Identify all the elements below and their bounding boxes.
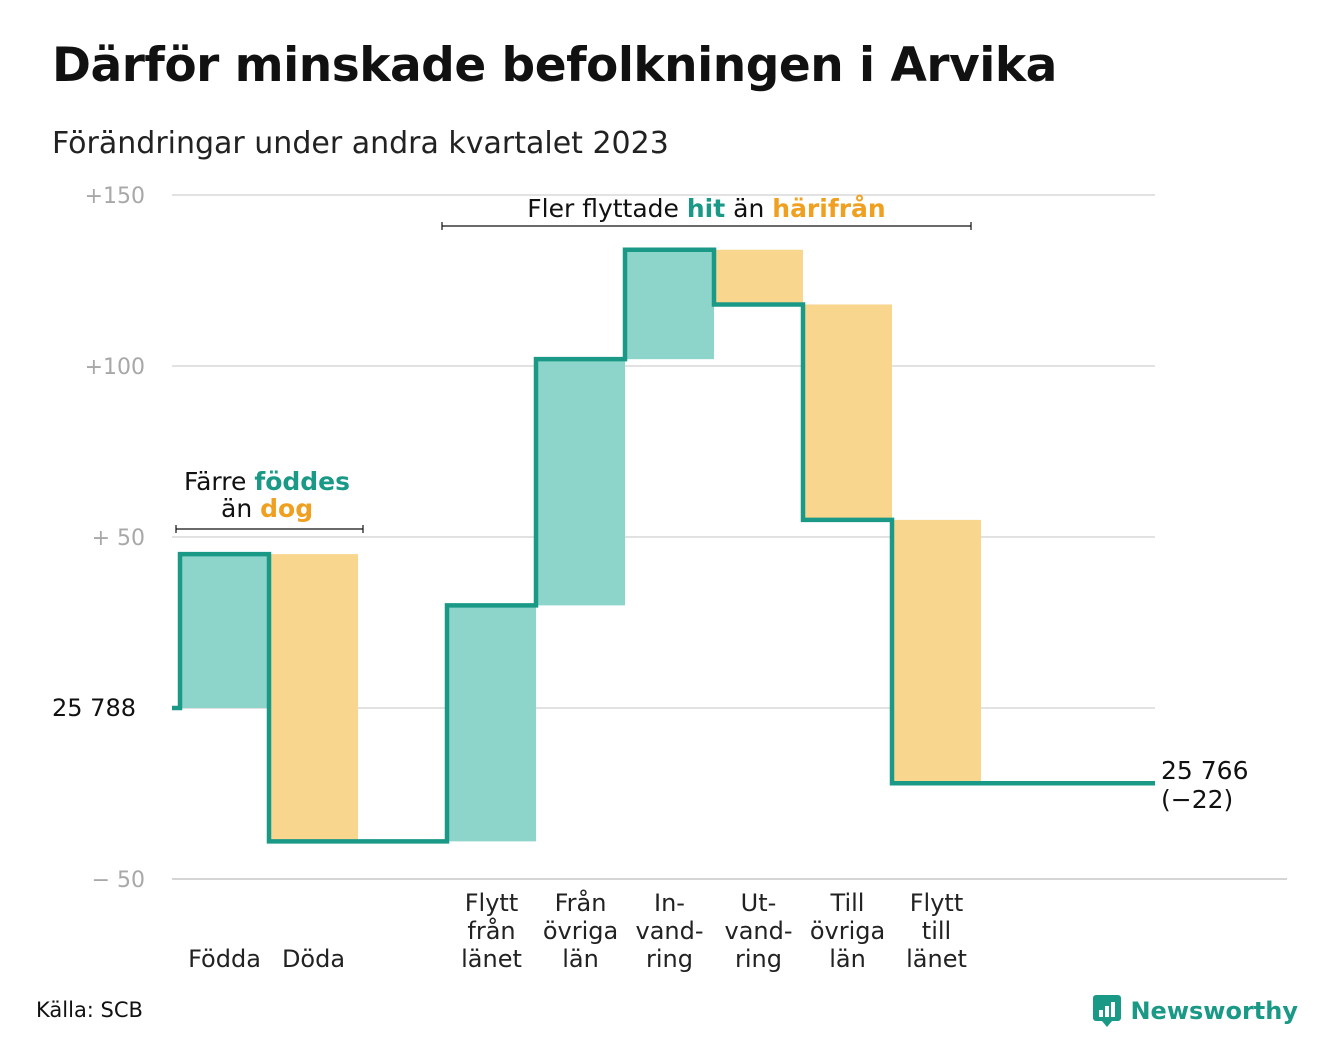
annotation-text: Färre	[184, 467, 254, 496]
decrease-bar	[269, 554, 358, 842]
category-label: län	[829, 945, 866, 973]
chart-title: Därför minskade befolkningen i Arvika	[52, 38, 1057, 93]
y-tick-label: + 50	[92, 526, 145, 551]
category-label: In-	[654, 889, 685, 917]
cumulative-step-line	[172, 247, 1155, 844]
increase-bar	[625, 249, 714, 360]
category-label: Flytt	[910, 889, 964, 917]
annotation-highlight-born: föddes	[254, 467, 350, 496]
annotation-migration: Fler flyttade hit än härifrån	[527, 194, 885, 223]
category-label: län	[562, 945, 599, 973]
end-value-label: 25 766	[1161, 756, 1248, 785]
baseline-label: 25 788	[52, 694, 136, 722]
category-label: Ut-	[741, 889, 777, 917]
newsworthy-logo-icon	[1093, 995, 1122, 1027]
decrease-bar	[892, 519, 981, 784]
annotation-births-line1: Färre föddes	[184, 467, 350, 496]
source-note: Källa: SCB	[36, 998, 143, 1022]
increase-bar	[447, 605, 536, 842]
brand-logo: Newsworthy	[1092, 994, 1298, 1028]
y-tick-label: − 50	[92, 868, 145, 893]
category-label: Flytt	[465, 889, 519, 917]
category-label: Döda	[282, 945, 345, 973]
increase-bar	[180, 554, 269, 708]
y-tick-label: +100	[85, 355, 145, 380]
annotation-highlight-harifran: härifrån	[772, 194, 885, 223]
annotation-text: än	[725, 194, 772, 223]
category-label: övriga	[810, 917, 885, 945]
category-label: Födda	[188, 945, 261, 973]
y-tick-label: +150	[85, 184, 145, 209]
annotation-text: än	[221, 494, 260, 523]
category-label: vand-	[724, 917, 792, 945]
increase-bar	[536, 359, 625, 606]
category-label: till	[922, 917, 951, 945]
annotation-highlight-hit: hit	[687, 194, 725, 223]
category-label: länet	[461, 945, 522, 973]
annotation-births-line2: än dog	[221, 494, 313, 523]
category-label: från	[467, 916, 515, 945]
end-change-label: (−22)	[1161, 785, 1233, 814]
category-label: ring	[735, 945, 782, 973]
decrease-bar	[714, 249, 803, 305]
category-label: vand-	[635, 917, 703, 945]
category-label: Till	[830, 889, 865, 917]
brand-name: Newsworthy	[1130, 997, 1298, 1025]
annotation-highlight-died: dog	[260, 494, 313, 523]
category-label: övriga	[543, 917, 618, 945]
annotation-text: Fler flyttade	[527, 194, 687, 223]
category-label: länet	[906, 945, 967, 973]
decrease-bar	[803, 304, 892, 520]
chart-subtitle: Förändringar under andra kvartalet 2023	[52, 126, 669, 161]
category-label: ring	[646, 945, 693, 973]
category-label: Från	[555, 888, 607, 917]
